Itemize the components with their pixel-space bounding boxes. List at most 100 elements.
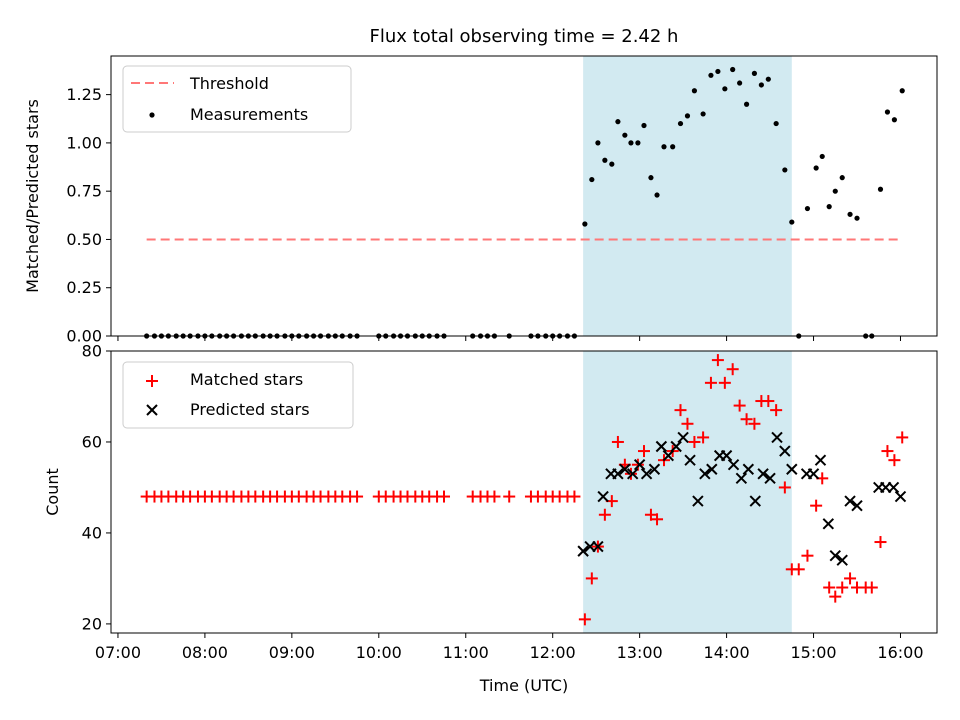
- matched-star-point: [688, 435, 701, 448]
- x-tick-label: 13:00: [617, 643, 663, 662]
- measurement-point: [677, 120, 684, 127]
- measurement-point: [765, 76, 771, 82]
- bottom-legend-box: [122, 361, 354, 429]
- matched-star-point: [865, 581, 878, 594]
- predicted-star-point: [648, 463, 661, 475]
- bottom-observing-window: [583, 351, 792, 633]
- bottom-y-tick-label: 40: [82, 523, 102, 542]
- measurement-point: [758, 82, 764, 88]
- measurement-point: [854, 215, 860, 221]
- matched-star-point: [829, 590, 842, 603]
- measurement-point: [751, 70, 758, 76]
- matched-star-point: [896, 431, 909, 444]
- predicted-star-point: [699, 468, 711, 480]
- x-tick-label: 10:00: [356, 643, 402, 662]
- matched-star-point: [836, 581, 849, 594]
- matched-star-point: [801, 549, 814, 562]
- x-tick-label: 11:00: [443, 643, 489, 662]
- measurement-point: [648, 175, 654, 181]
- predicted-star-point: [597, 490, 609, 503]
- matched-star-point: [351, 490, 364, 503]
- measurement-point: [891, 117, 897, 123]
- matched-star-point: [624, 467, 637, 480]
- predicted-star-point: [771, 431, 783, 444]
- matched-star-point: [598, 508, 611, 521]
- measurement-point: [615, 119, 621, 125]
- measurement-point: [609, 161, 615, 167]
- predicted-star-point: [735, 472, 748, 485]
- predicted-star-point: [684, 454, 696, 466]
- matched-star-point: [651, 513, 664, 526]
- top-plot-frame: [110, 55, 938, 337]
- top-y-tick-label: 1.25: [66, 85, 102, 104]
- measurement-point: [737, 80, 743, 86]
- top-y-tick-label: 0.25: [66, 278, 102, 297]
- matched-points: [140, 354, 909, 626]
- predicted-star-point: [706, 463, 718, 475]
- predicted-star-point: [692, 495, 704, 507]
- matched-star-point: [503, 490, 516, 503]
- measurement-point: [661, 144, 667, 150]
- matched-star-point: [611, 435, 624, 448]
- matched-star-point: [762, 395, 775, 408]
- predicted-star-point: [633, 459, 646, 471]
- top-y-tick-label: 0.00: [66, 327, 102, 346]
- measurement-point: [595, 140, 601, 146]
- legend-predicted-label: Predicted stars: [190, 400, 310, 419]
- bottom-x-axis: 07:00 08:00 09:00 10:00 11:00 12:00 13:00 14:00…: [95, 633, 924, 662]
- matched-star-point: [488, 490, 501, 503]
- x-tick-label: 15:00: [790, 643, 836, 662]
- matched-star-point: [874, 536, 887, 549]
- measurement-point: [839, 175, 845, 181]
- predicted-star-point: [764, 472, 776, 485]
- x-tick-label: 14:00: [704, 643, 750, 662]
- matched-star-point: [718, 376, 731, 389]
- matched-star-point: [888, 454, 901, 467]
- top-y-label: Matched/Predicted stars: [23, 99, 42, 293]
- bottom-y-axis: 20 40 60 80: [82, 342, 111, 633]
- matched-star-point: [778, 481, 791, 494]
- bottom-y-tick-label: 80: [82, 342, 102, 361]
- measurement-point: [715, 68, 721, 75]
- predicted-star-point: [612, 468, 624, 480]
- predicted-star-point: [742, 463, 755, 475]
- measurement-point: [804, 205, 811, 212]
- predicted-star-point: [822, 518, 835, 530]
- predicted-star-point: [720, 449, 733, 462]
- matched-star-point: [644, 508, 657, 521]
- matched-star-point: [844, 572, 857, 585]
- measurement-point: [602, 157, 608, 163]
- matched-star-point: [697, 431, 710, 444]
- predicted-star-point: [577, 545, 589, 557]
- measurement-point: [700, 111, 706, 117]
- measurement-point: [641, 122, 647, 129]
- legend-threshold-label: Threshold: [189, 74, 269, 93]
- matched-star-point: [740, 413, 753, 426]
- legend-measurement-swatch: [149, 112, 155, 118]
- measurement-point: [813, 165, 819, 171]
- x-tick-label: 16:00: [877, 643, 923, 662]
- top-panel: 0.00 0.25 0.50 0.75 1.00 1.25 Matched/Predict…: [23, 55, 938, 346]
- predicted-star-point: [655, 440, 668, 453]
- predicted-star-point: [887, 481, 900, 494]
- measurement-point: [782, 167, 788, 173]
- top-y-tick-label: 0.50: [66, 230, 102, 249]
- measurement-point: [582, 221, 588, 227]
- legend-predicted-swatch: [146, 404, 158, 416]
- predicted-points: [577, 431, 907, 566]
- bottom-y-tick-label: 60: [82, 432, 102, 451]
- measurement-point: [743, 101, 750, 107]
- measurement-point: [635, 140, 641, 146]
- measurement-point: [899, 88, 905, 94]
- predicted-star-point: [836, 554, 848, 566]
- bottom-y-tick-label: 20: [82, 614, 102, 633]
- predicted-star-point: [626, 468, 639, 480]
- predicted-star-point: [640, 468, 653, 480]
- measurement-point: [722, 86, 728, 92]
- top-y-axis: 0.00 0.25 0.50 0.75 1.00 1.25: [66, 85, 111, 346]
- matched-star-point: [631, 458, 644, 471]
- predicted-star-point: [779, 445, 791, 457]
- chart-title: Flux total observing time = 2.42 h: [370, 26, 679, 47]
- matched-star-point: [637, 445, 650, 458]
- matched-star-point: [704, 376, 717, 389]
